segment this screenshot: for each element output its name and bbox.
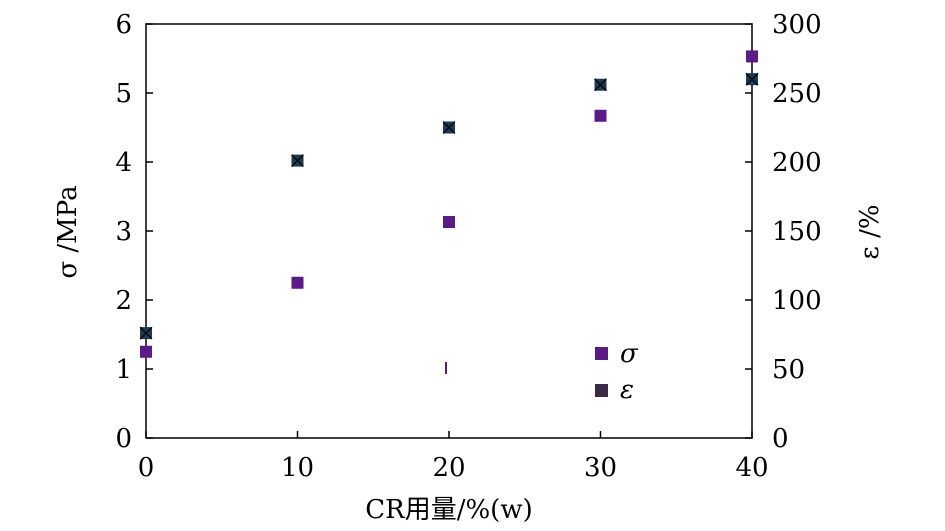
x-tick-label: 20 <box>432 453 465 483</box>
point-epsilon <box>139 326 153 340</box>
marker-square <box>746 50 758 63</box>
left-tick-label: 1 <box>115 355 132 385</box>
left-tick-label: 3 <box>115 217 132 247</box>
legend-label-sigma: σ <box>620 339 639 369</box>
legend-label-epsilon: ε <box>620 375 634 405</box>
right-tick-label: 0 <box>772 424 789 454</box>
right-tick-label: 200 <box>772 148 822 178</box>
right-tick-label: 300 <box>772 10 822 40</box>
right-tick-label: 100 <box>772 286 822 316</box>
right-tick-label: 50 <box>772 355 805 385</box>
legend: σ ε <box>595 339 639 405</box>
marker-cross <box>745 72 759 86</box>
x-axis-ticks: 0 10 20 30 40 <box>138 431 769 483</box>
left-tick-label: 6 <box>115 10 132 40</box>
x-tick-label: 0 <box>138 453 155 483</box>
marker-cross <box>594 78 607 92</box>
point-epsilon <box>291 154 304 168</box>
x-axis-title: CR用量/%(w) <box>365 495 532 525</box>
plot-frame <box>145 23 753 439</box>
marker-square <box>291 276 304 289</box>
left-tick-label: 5 <box>115 79 132 109</box>
legend-swatch-sigma <box>595 347 608 360</box>
point-sigma <box>443 216 455 229</box>
y2-axis-title: ε /% <box>855 204 885 259</box>
x-tick-label: 40 <box>735 453 768 483</box>
point-sigma <box>140 345 152 358</box>
legend-swatch-epsilon <box>595 384 608 397</box>
marker-square <box>443 216 455 229</box>
left-axis-ticks: 0 1 2 3 4 5 6 <box>115 10 153 454</box>
right-axis-ticks: 0 50 100 150 200 250 300 <box>745 10 822 454</box>
marker-cross <box>291 154 304 168</box>
x-tick-label: 30 <box>584 453 617 483</box>
x-tick-label: 10 <box>281 453 314 483</box>
right-tick-label: 250 <box>772 79 822 109</box>
marker-cross <box>442 121 456 134</box>
marker-cross <box>139 326 153 340</box>
data-marks <box>139 50 759 358</box>
point-sigma <box>746 50 758 63</box>
y-axis-title: σ /MPa <box>53 185 83 278</box>
left-tick-label: 0 <box>115 424 132 454</box>
point-epsilon <box>594 78 607 92</box>
left-tick-label: 2 <box>115 286 132 316</box>
point-sigma <box>291 276 304 289</box>
point-epsilon <box>745 72 759 86</box>
point-epsilon <box>442 121 456 134</box>
left-tick-label: 4 <box>115 148 132 178</box>
marker-square <box>140 345 152 358</box>
point-sigma <box>594 109 607 122</box>
right-tick-label: 150 <box>772 217 822 247</box>
marker-square <box>594 109 607 122</box>
